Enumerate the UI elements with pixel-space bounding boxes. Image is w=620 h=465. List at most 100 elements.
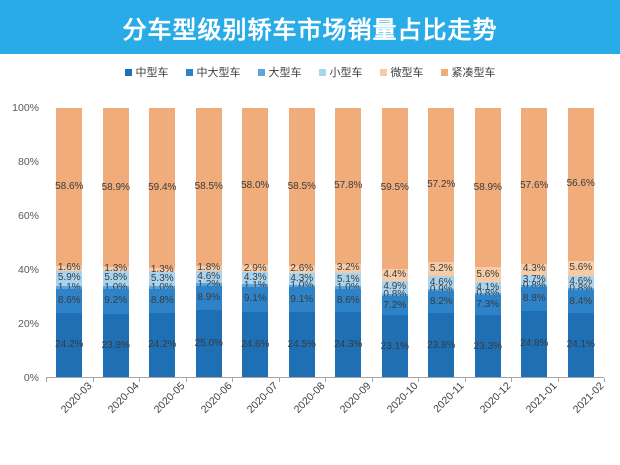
legend-item-3[interactable]: 小型车 [318,64,363,80]
bar-group[interactable]: 57.2% 5.2% 4.6% 0.9% 8.2% 23.8% [418,108,465,378]
stacked-bar[interactable]: 58.6% 1.6% 5.9% 1.1% 8.6% 24.2% [55,108,83,378]
bar-segment[interactable]: 0.8% [474,289,501,299]
stacked-bar[interactable]: 59.4% 1.3% 5.3% 1.0% 8.8% 24.2% [148,108,176,378]
bar-segment[interactable]: 59.4% [148,108,176,269]
stacked-bar[interactable]: 58.9% 5.6% 4.1% 0.8% 7.3% 23.3% [474,108,502,378]
bar-segment[interactable]: 24.2% [55,312,83,378]
stacked-bar[interactable]: 58.5% 2.6% 4.3% 1.0% 9.1% 24.5% [288,108,316,378]
bar-segment[interactable]: 4.6% [195,270,222,284]
legend-item-1[interactable]: 中大型车 [185,64,241,80]
bar-group[interactable]: 58.9% 1.3% 5.8% 1.0% 9.2% 23.8% [93,108,140,378]
bar-segment[interactable]: 59.5% [381,108,409,269]
bar-group[interactable]: 58.0% 2.9% 4.3% 1.1% 9.1% 24.6% [232,108,279,378]
stacked-bar[interactable]: 57.8% 3.2% 5.1% 1.0% 8.6% 24.3% [334,108,362,378]
bar-group[interactable]: 58.5% 2.6% 4.3% 1.0% 9.1% 24.5% [279,108,326,378]
bar-segment[interactable]: 25.0% [195,310,223,378]
bar-group[interactable]: 57.6% 4.3% 3.7% 0.8% 8.8% 24.8% [511,108,558,378]
stacked-bar[interactable]: 58.0% 2.9% 4.3% 1.1% 9.1% 24.6% [241,108,269,378]
bar-segment[interactable]: 4.9% [381,280,408,294]
bar-segment[interactable]: 4.3% [288,272,315,285]
bar-segment[interactable]: 24.8% [520,311,548,378]
bar-segment[interactable]: 5.3% [149,271,176,287]
bar-segment[interactable]: 24.1% [567,312,595,378]
bar-segment[interactable]: 4.6% [567,275,594,289]
bar-segment[interactable]: 5.6% [474,267,501,283]
bar-group[interactable]: 56.6% 5.6% 4.6% 0.8% 8.4% 24.1% [558,108,605,378]
bar-segment[interactable]: 1.8% [195,263,222,273]
bar-segment[interactable]: 24.2% [148,312,176,378]
bar-segment[interactable]: 24.6% [241,311,269,378]
legend-item-4[interactable]: 微型车 [379,64,424,80]
bar-segment[interactable]: 23.1% [381,315,409,378]
bar-segment[interactable]: 58.9% [102,108,130,268]
bar-segment[interactable]: 1.0% [149,282,176,292]
bar-segment[interactable]: 58.6% [55,108,83,267]
legend-item-5[interactable]: 紧凑型车 [440,64,496,80]
bar-segment[interactable]: 1.0% [288,280,315,290]
bar-segment[interactable]: 4.3% [242,272,269,285]
bar-segment[interactable]: 57.6% [520,108,548,264]
bar-segment[interactable]: 0.8% [521,281,548,291]
bar-segment[interactable]: 1.3% [149,265,176,275]
bar-segment[interactable]: 24.5% [288,311,316,378]
bar-segment[interactable]: 58.0% [241,108,269,265]
bar-group[interactable]: 58.6% 1.6% 5.9% 1.1% 8.6% 24.2% [46,108,93,378]
bar-segment[interactable]: 8.6% [335,289,362,313]
bar-segment[interactable]: 3.7% [521,275,548,286]
bar-segment[interactable]: 8.8% [521,287,548,312]
stacked-bar[interactable]: 58.5% 1.8% 4.6% 1.2% 8.9% 25.0% [195,108,223,378]
bar-segment[interactable]: 0.8% [567,284,594,294]
bar-segment[interactable]: 5.9% [56,270,83,287]
bar-segment[interactable]: 57.8% [334,108,362,265]
bar-segment[interactable]: 0.9% [428,285,455,295]
bar-segment[interactable]: 24.3% [334,312,362,378]
bar-segment[interactable]: 56.6% [567,108,595,261]
bar-segment[interactable]: 57.2% [427,108,455,263]
stacked-bar[interactable]: 57.6% 4.3% 3.7% 0.8% 8.8% 24.8% [520,108,548,378]
bar-segment[interactable]: 4.6% [428,276,455,289]
bar-segment[interactable]: 4.1% [474,282,501,294]
bar-segment[interactable]: 1.3% [102,263,129,273]
bar-group[interactable]: 59.5% 4.4% 4.9% 0.8% 7.2% 23.1% [372,108,419,378]
bar-segment[interactable]: 2.6% [288,264,315,274]
legend-item-2[interactable]: 大型车 [257,64,302,80]
bar-group[interactable]: 57.8% 3.2% 5.1% 1.0% 8.6% 24.3% [325,108,372,378]
bar-segment[interactable]: 2.9% [242,263,269,273]
bar-segment[interactable]: 1.1% [56,282,83,292]
bar-segment[interactable]: 1.0% [335,282,362,292]
bar-segment[interactable]: 1.2% [195,279,222,289]
bar-segment[interactable]: 0.8% [381,289,408,299]
bar-segment[interactable]: 23.8% [427,313,455,378]
bar-segment[interactable]: 58.5% [195,108,223,266]
bar-segment[interactable]: 7.2% [381,295,408,316]
bar-segment[interactable]: 5.8% [102,270,129,287]
bar-segment[interactable]: 8.4% [567,290,594,313]
bar-segment[interactable]: 8.8% [149,288,176,313]
bar-segment[interactable]: 7.3% [474,295,501,316]
bar-segment[interactable]: 58.5% [288,108,316,266]
bar-segment[interactable]: 5.2% [428,262,455,277]
bar-group[interactable]: 58.9% 5.6% 4.1% 0.8% 7.3% 23.3% [465,108,512,378]
bar-segment[interactable]: 4.4% [381,268,408,281]
bar-segment[interactable]: 1.0% [102,282,129,292]
bar-segment[interactable]: 9.1% [288,287,315,312]
bar-segment[interactable]: 5.1% [335,272,362,287]
stacked-bar[interactable]: 56.6% 5.6% 4.6% 0.8% 8.4% 24.1% [567,108,595,378]
bar-segment[interactable]: 8.6% [56,289,83,313]
bar-segment[interactable]: 8.2% [428,291,455,314]
stacked-bar[interactable]: 57.2% 5.2% 4.6% 0.9% 8.2% 23.8% [427,108,455,378]
bar-segment[interactable]: 1.6% [56,263,83,273]
bar-segment[interactable]: 9.1% [242,287,269,312]
bar-segment[interactable]: 1.1% [242,280,269,290]
bar-segment[interactable]: 8.9% [195,286,222,311]
bar-segment[interactable]: 9.2% [102,288,129,314]
legend-item-0[interactable]: 中型车 [124,64,169,80]
bar-segment[interactable]: 5.6% [567,260,594,276]
bar-segment[interactable]: 23.8% [102,313,130,378]
bar-group[interactable]: 58.5% 1.8% 4.6% 1.2% 8.9% 25.0% [186,108,233,378]
stacked-bar[interactable]: 58.9% 1.3% 5.8% 1.0% 9.2% 23.8% [102,108,130,378]
bar-segment[interactable]: 3.2% [335,263,362,273]
bar-segment[interactable]: 4.3% [521,263,548,276]
bar-segment[interactable]: 23.3% [474,315,502,378]
stacked-bar[interactable]: 59.5% 4.4% 4.9% 0.8% 7.2% 23.1% [381,108,409,378]
